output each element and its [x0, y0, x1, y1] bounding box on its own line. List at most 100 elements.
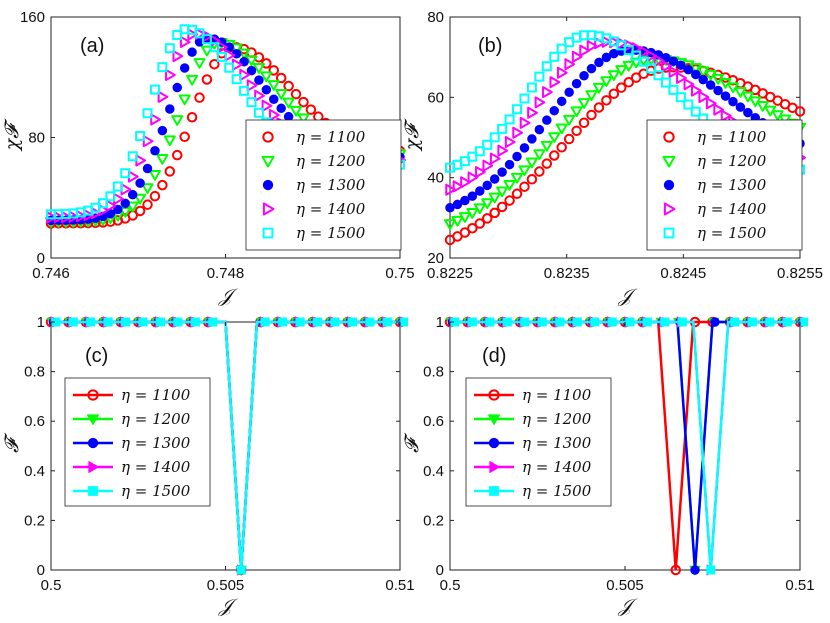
data-point — [138, 317, 148, 327]
data-point — [172, 82, 182, 93]
data-point — [253, 107, 264, 118]
legend-label: η = 1300 — [121, 434, 191, 452]
data-point — [269, 94, 279, 105]
legend-label: η = 1500 — [121, 482, 191, 500]
legend-item: η = 1200 — [73, 410, 191, 428]
x-tick-label: 0.8255 — [777, 265, 823, 282]
legend-marker — [87, 414, 99, 425]
data-point — [747, 317, 757, 327]
legend-marker — [262, 227, 274, 239]
data-point — [519, 93, 530, 104]
data-point — [172, 50, 184, 63]
legend-item: η = 1100 — [474, 386, 592, 404]
data-point — [68, 317, 78, 327]
data-point — [676, 60, 686, 70]
data-point — [267, 80, 280, 91]
legend-marker — [663, 202, 676, 216]
data-point — [622, 60, 635, 72]
data-point — [555, 317, 565, 327]
data-point — [290, 105, 303, 117]
legend-item: η = 1300 — [73, 434, 191, 452]
data-point — [120, 168, 131, 179]
data-point — [209, 58, 220, 70]
data-layer — [444, 316, 808, 576]
data-point — [365, 317, 375, 327]
y-tick-label: 0.2 — [423, 512, 444, 529]
data-point — [485, 317, 495, 327]
x-axis-label: 𝒥 — [617, 595, 638, 617]
data-point — [511, 188, 523, 200]
data-point — [467, 191, 478, 201]
data-point — [150, 146, 160, 156]
y-tick-label: 160 — [20, 9, 45, 26]
data-point — [467, 317, 477, 327]
data-point — [578, 117, 590, 129]
data-point — [496, 186, 509, 198]
data-point — [445, 183, 456, 196]
legend-label: η = 1500 — [522, 482, 592, 500]
data-point — [590, 317, 600, 327]
data-point — [549, 76, 561, 89]
data-point — [236, 565, 246, 575]
data-point — [224, 62, 235, 73]
legend-item: η = 1500 — [262, 224, 366, 242]
data-point — [467, 151, 478, 162]
data-point — [142, 135, 154, 148]
data-point — [710, 317, 720, 327]
data-point — [497, 144, 509, 157]
panel-label: (c) — [85, 345, 108, 367]
data-point — [556, 66, 568, 79]
legend-label: η = 1200 — [296, 152, 366, 170]
data-point — [216, 51, 227, 62]
data-point — [194, 92, 205, 103]
legend-label: η = 1100 — [697, 128, 767, 146]
data-point — [593, 102, 605, 113]
y-tick-label: 40 — [427, 170, 444, 187]
data-point — [121, 317, 131, 327]
data-point — [208, 317, 218, 327]
data-point — [549, 105, 560, 116]
y-tick-label: 0.8 — [24, 364, 45, 381]
data-point — [142, 163, 153, 174]
data-point — [141, 183, 154, 195]
data-point — [571, 50, 583, 63]
legend-marker — [663, 131, 675, 143]
data-point — [400, 317, 408, 327]
data-point — [705, 97, 717, 110]
legend-item: η = 1200 — [474, 410, 592, 428]
data-point — [467, 222, 478, 234]
data-point — [765, 317, 775, 327]
data-point — [661, 60, 672, 73]
data-point — [646, 63, 657, 74]
data-point — [290, 88, 302, 100]
legend-marker — [662, 155, 676, 168]
data-point — [488, 192, 501, 204]
data-point — [444, 219, 456, 230]
data-point — [260, 71, 273, 83]
data-point — [149, 84, 160, 95]
legend-marker — [261, 155, 275, 168]
legend: η = 1100 η = 1200 η = 1300 η = 1400 η = 1500 — [64, 377, 211, 507]
panel-label: (d) — [482, 345, 506, 367]
legend-label: η = 1400 — [522, 458, 592, 476]
legend-marker — [663, 179, 675, 191]
data-point — [668, 65, 680, 78]
data-point — [246, 65, 257, 76]
data-point — [549, 51, 560, 62]
data-point — [460, 195, 470, 206]
data-point — [489, 207, 500, 219]
data-point — [571, 78, 582, 89]
data-point — [534, 71, 545, 82]
data-point — [668, 56, 679, 66]
data-point — [298, 96, 309, 108]
legend-item: η = 1400 — [73, 458, 191, 476]
data-point — [260, 317, 270, 327]
data-point — [570, 106, 583, 118]
data-point — [519, 181, 530, 192]
legend-item: η = 1500 — [73, 482, 191, 500]
legend-item: η = 1100 — [262, 128, 366, 146]
data-point — [504, 159, 515, 170]
y-tick-label: 0.4 — [423, 463, 444, 480]
data-point — [502, 317, 512, 327]
data-point — [178, 94, 191, 106]
